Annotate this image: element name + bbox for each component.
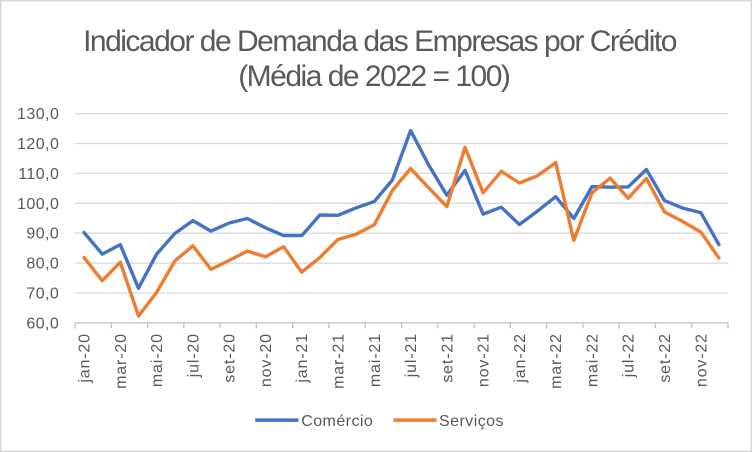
svg-text:mai-21: mai-21 bbox=[367, 333, 384, 387]
svg-text:Comércio: Comércio bbox=[301, 413, 373, 430]
svg-text:60,0: 60,0 bbox=[26, 315, 59, 332]
svg-text:nov-20: nov-20 bbox=[258, 333, 275, 387]
svg-text:Serviços: Serviços bbox=[439, 413, 504, 430]
svg-text:mar-22: mar-22 bbox=[548, 333, 565, 389]
svg-text:mai-20: mai-20 bbox=[149, 333, 166, 387]
svg-text:jan-22: jan-22 bbox=[512, 333, 529, 384]
svg-text:jul-21: jul-21 bbox=[403, 333, 420, 378]
svg-text:100,0: 100,0 bbox=[17, 196, 59, 213]
svg-text:set-21: set-21 bbox=[439, 333, 456, 383]
svg-text:90,0: 90,0 bbox=[26, 226, 59, 243]
svg-text:jul-22: jul-22 bbox=[621, 333, 638, 378]
svg-text:nov-22: nov-22 bbox=[693, 333, 710, 387]
svg-text:mai-22: mai-22 bbox=[585, 333, 602, 387]
svg-text:110,0: 110,0 bbox=[18, 166, 59, 183]
svg-text:jul-20: jul-20 bbox=[185, 333, 202, 378]
svg-text:mar-20: mar-20 bbox=[113, 333, 130, 389]
svg-text:set-20: set-20 bbox=[222, 333, 239, 383]
svg-text:jan-20: jan-20 bbox=[77, 333, 94, 384]
svg-text:80,0: 80,0 bbox=[26, 256, 59, 273]
svg-text:Indicador de Demanda das Empre: Indicador de Demanda das Empresas por Cr… bbox=[83, 25, 677, 58]
svg-text:120,0: 120,0 bbox=[17, 136, 59, 153]
svg-text:70,0: 70,0 bbox=[26, 286, 59, 303]
svg-text:set-22: set-22 bbox=[657, 333, 674, 383]
svg-text:mar-21: mar-21 bbox=[331, 333, 348, 389]
svg-text:jan-21: jan-21 bbox=[294, 333, 311, 384]
svg-text:(Média de 2022 = 100): (Média de 2022 = 100) bbox=[238, 60, 510, 93]
svg-text:130,0: 130,0 bbox=[17, 106, 59, 123]
svg-text:nov-21: nov-21 bbox=[476, 333, 493, 387]
